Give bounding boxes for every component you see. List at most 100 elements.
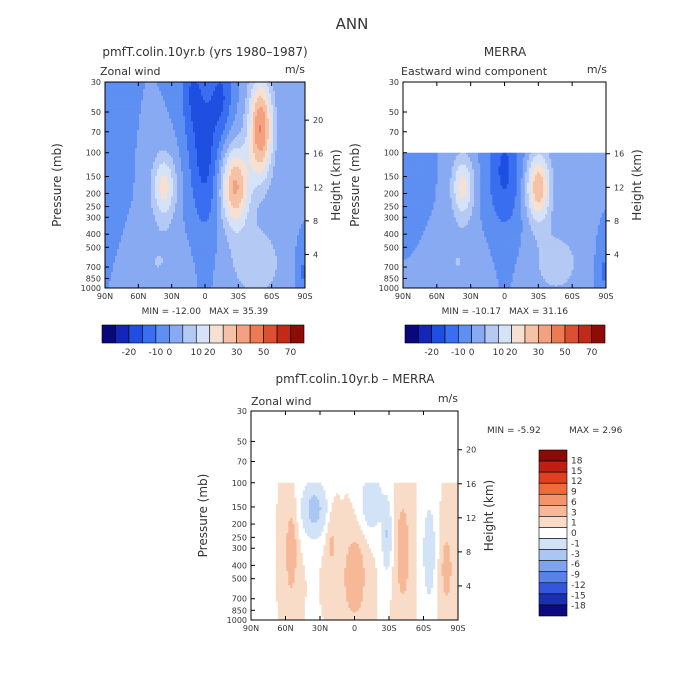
field-cell (217, 159, 220, 163)
field-cell (145, 157, 148, 161)
field-cell (215, 104, 218, 108)
field-cell (293, 114, 296, 117)
field-cell (121, 82, 124, 85)
field-cell (257, 148, 260, 152)
field-cell (261, 141, 264, 145)
field-cell (215, 84, 218, 87)
field-cell (189, 86, 192, 90)
field-cell (111, 157, 114, 161)
field-cell (133, 148, 136, 152)
field-cell (135, 95, 138, 99)
field-cell (267, 120, 270, 124)
field-cell (265, 164, 268, 168)
field-cell (215, 164, 218, 168)
field-cell (213, 100, 216, 103)
field-cell (257, 109, 260, 113)
field-cell (273, 146, 276, 149)
field-cell (227, 95, 230, 99)
field-cell (227, 123, 230, 126)
field-cell (183, 162, 186, 165)
field-cell (279, 120, 282, 124)
field-cell (123, 107, 126, 110)
field-cell (283, 98, 286, 101)
field-cell (197, 162, 200, 165)
field-cell (207, 132, 210, 136)
field-cell (177, 95, 180, 99)
field-cell (299, 116, 302, 120)
field-cell (183, 116, 186, 120)
field-cell (303, 134, 306, 138)
field-cell (117, 82, 120, 85)
field-cell (229, 159, 232, 163)
field-cell (199, 146, 202, 149)
field-cell (151, 114, 154, 117)
field-cell (117, 120, 120, 124)
field-cell (117, 159, 120, 163)
field-cell (135, 91, 138, 94)
field-cell (255, 127, 258, 131)
field-cell (169, 86, 172, 90)
field-cell (109, 82, 112, 85)
field-cell (121, 150, 124, 154)
field-cell (201, 116, 204, 120)
field-cell (229, 120, 232, 124)
field-cell (299, 162, 302, 165)
field-cell (231, 148, 234, 152)
field-cell (253, 132, 256, 136)
field-cell (235, 95, 238, 99)
field-cell (179, 134, 182, 138)
field-cell (155, 127, 158, 131)
field-cell (275, 100, 278, 103)
field-cell (171, 111, 174, 115)
field-cell (161, 134, 164, 138)
field-cell (139, 164, 142, 168)
field-cell (119, 130, 122, 133)
field-cell (181, 150, 184, 154)
field-cell (127, 123, 130, 126)
field-cell (109, 130, 112, 133)
field-cell (219, 109, 222, 113)
field-cell (187, 82, 190, 85)
field-cell (237, 125, 240, 129)
field-cell (281, 88, 284, 92)
field-cell (137, 107, 140, 110)
field-cell (253, 141, 256, 145)
field-cell (237, 159, 240, 163)
field-cell (131, 104, 134, 108)
field-cell (177, 150, 180, 154)
field-cell (269, 159, 272, 163)
field-cell (113, 159, 116, 163)
field-cell (261, 123, 264, 126)
field-cell (261, 152, 264, 156)
field-cell (265, 114, 268, 117)
field-cell (185, 84, 188, 87)
field-cell (171, 84, 174, 87)
field-cell (137, 157, 140, 161)
field-cell (185, 88, 188, 92)
field-cell (153, 107, 156, 110)
field-cell (237, 109, 240, 113)
field-cell (179, 130, 182, 133)
field-cell (187, 141, 190, 145)
field-cell (159, 118, 162, 122)
field-cell (119, 111, 122, 115)
field-cell (167, 134, 170, 138)
field-cell (217, 148, 220, 152)
field-cell (203, 132, 206, 136)
field-cell (265, 159, 268, 163)
field-cell (203, 107, 206, 110)
field-cell (295, 98, 298, 101)
field-cell (293, 143, 296, 147)
field-cell (163, 111, 166, 115)
field-cell (155, 134, 158, 138)
field-cell (107, 143, 110, 147)
field-cell (295, 141, 298, 145)
field-cell (215, 111, 218, 115)
field-cell (117, 125, 120, 129)
field-cell (167, 152, 170, 156)
field-cell (265, 120, 268, 124)
field-cell (169, 107, 172, 110)
field-cell (229, 98, 232, 101)
field-cell (253, 109, 256, 113)
field-cell (145, 116, 148, 120)
